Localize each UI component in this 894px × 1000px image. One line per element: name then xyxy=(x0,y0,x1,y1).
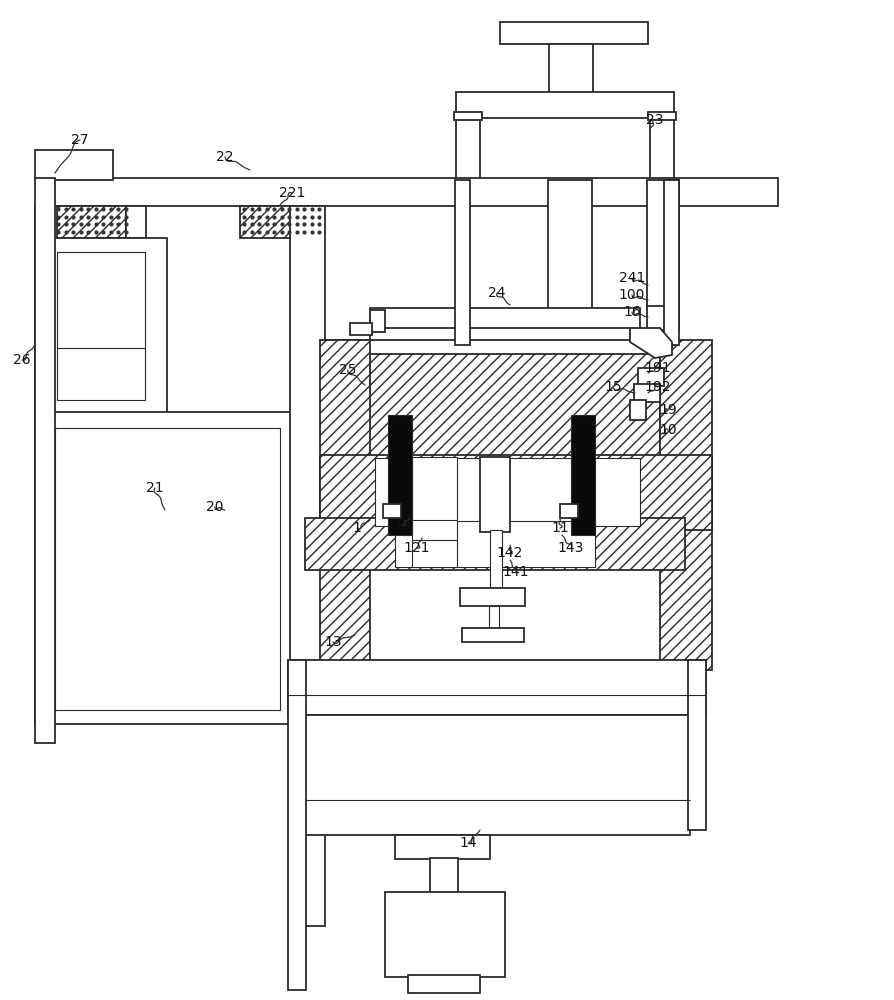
Text: 22: 22 xyxy=(216,150,233,164)
Bar xyxy=(456,118,480,180)
Bar xyxy=(634,384,660,402)
Text: 23: 23 xyxy=(646,113,663,127)
Bar xyxy=(290,206,325,926)
Bar xyxy=(305,518,685,570)
Bar xyxy=(385,892,505,977)
Bar xyxy=(412,457,457,567)
Bar xyxy=(500,22,648,44)
Text: 21: 21 xyxy=(147,481,164,495)
Text: 192: 192 xyxy=(645,380,671,394)
Bar xyxy=(549,44,593,94)
Bar xyxy=(383,504,401,518)
Text: 12: 12 xyxy=(393,518,411,532)
Bar xyxy=(489,606,499,628)
Text: 25: 25 xyxy=(339,363,357,377)
Bar xyxy=(240,206,320,238)
Bar xyxy=(35,206,57,238)
Bar xyxy=(660,340,712,670)
Text: 26: 26 xyxy=(13,353,30,367)
Bar xyxy=(388,415,412,535)
Bar xyxy=(57,252,145,400)
Text: 191: 191 xyxy=(645,361,671,375)
Bar xyxy=(35,178,55,743)
Bar xyxy=(430,858,458,893)
Bar xyxy=(456,92,674,118)
Bar xyxy=(462,628,524,642)
Text: 121: 121 xyxy=(404,541,430,555)
Bar xyxy=(650,118,674,180)
Bar xyxy=(688,660,706,830)
Bar xyxy=(370,310,385,332)
Bar xyxy=(638,368,664,386)
Bar xyxy=(370,308,640,330)
Text: 24: 24 xyxy=(488,286,506,300)
Bar xyxy=(647,180,679,310)
Bar xyxy=(664,180,679,345)
Bar xyxy=(395,521,595,567)
Bar xyxy=(288,660,706,715)
Bar xyxy=(395,835,490,859)
Text: 1: 1 xyxy=(352,521,361,535)
Bar xyxy=(375,458,640,526)
Bar xyxy=(325,340,660,354)
Polygon shape xyxy=(630,328,672,358)
Bar xyxy=(35,412,297,724)
Bar xyxy=(126,206,146,238)
Text: 141: 141 xyxy=(502,565,529,579)
Bar xyxy=(490,530,502,590)
Text: 241: 241 xyxy=(619,271,645,285)
Bar xyxy=(571,415,595,535)
Text: 27: 27 xyxy=(72,133,89,147)
Bar xyxy=(370,328,630,342)
Bar xyxy=(648,112,676,120)
Text: 143: 143 xyxy=(558,541,584,555)
Text: 13: 13 xyxy=(325,635,342,649)
Text: 142: 142 xyxy=(497,546,523,560)
Text: 20: 20 xyxy=(207,500,224,514)
Bar xyxy=(320,340,370,670)
Bar xyxy=(55,428,280,710)
Bar xyxy=(325,342,660,457)
Bar xyxy=(548,180,592,310)
Bar xyxy=(320,455,712,530)
Bar xyxy=(54,206,126,238)
Bar xyxy=(35,238,167,413)
Bar xyxy=(35,150,113,180)
Bar xyxy=(647,306,679,330)
Text: 221: 221 xyxy=(279,186,305,200)
Text: 19: 19 xyxy=(659,403,677,417)
Bar xyxy=(560,504,578,518)
Text: 14: 14 xyxy=(460,836,477,850)
Text: 16: 16 xyxy=(623,305,641,319)
Bar xyxy=(50,178,778,206)
Text: 100: 100 xyxy=(619,288,645,302)
Bar xyxy=(350,323,372,335)
Text: 15: 15 xyxy=(604,380,622,394)
Bar xyxy=(460,588,525,606)
Text: 10: 10 xyxy=(659,423,677,437)
Bar xyxy=(454,112,482,120)
Bar xyxy=(323,355,345,377)
Bar xyxy=(305,715,690,835)
Text: 11: 11 xyxy=(551,521,569,535)
Bar xyxy=(455,180,470,345)
Bar xyxy=(630,400,646,420)
Bar xyxy=(288,660,306,990)
Bar xyxy=(480,457,510,532)
Bar xyxy=(408,975,480,993)
